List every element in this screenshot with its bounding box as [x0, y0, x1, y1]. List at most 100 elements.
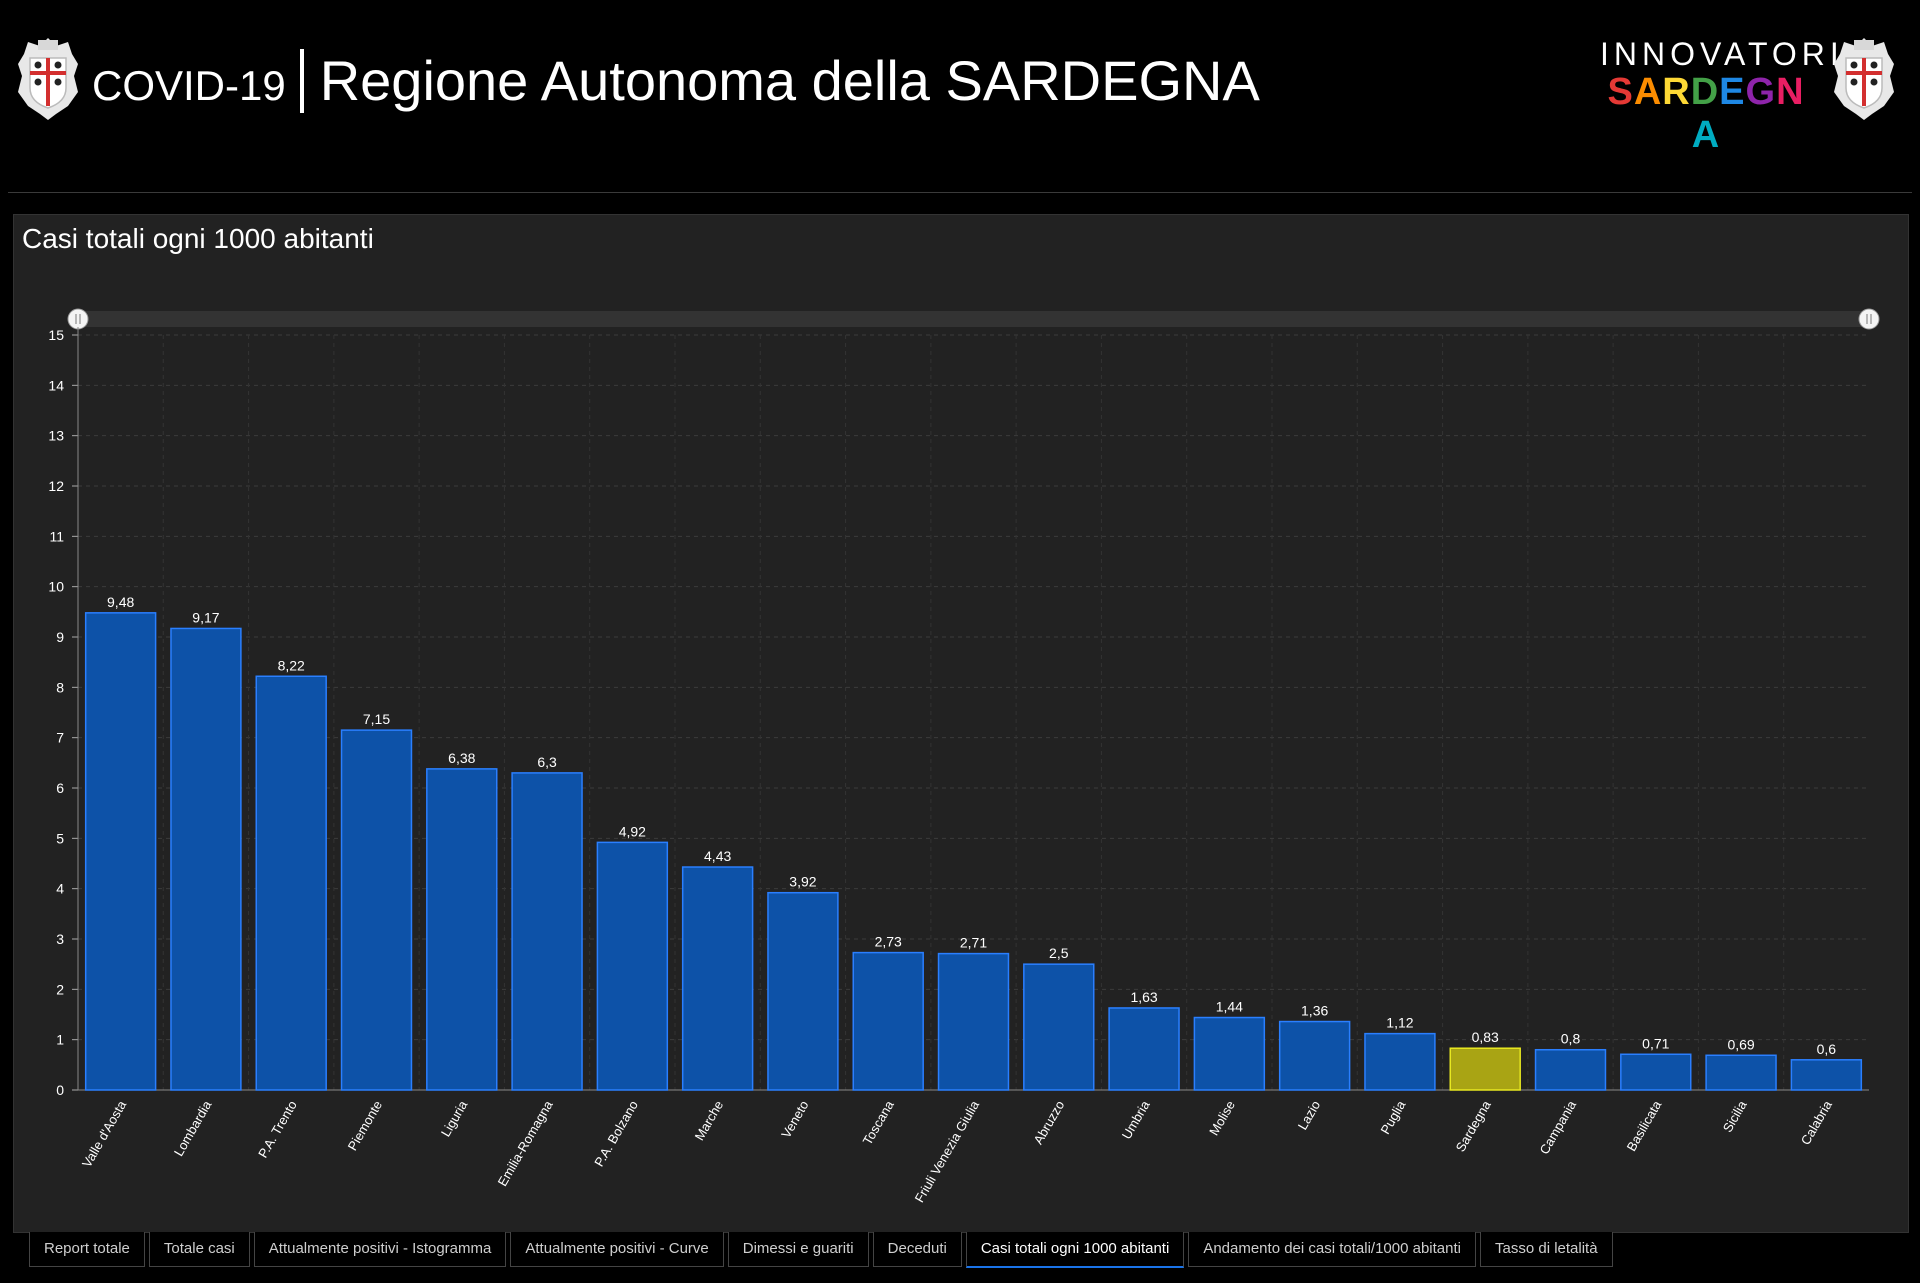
- data-label: 0,8: [1561, 1031, 1581, 1047]
- y-tick-label: 14: [48, 377, 64, 393]
- tab-casi-totali-ogni-1000-abitanti[interactable]: Casi totali ogni 1000 abitanti: [965, 1232, 1185, 1268]
- range-slider-track: [78, 311, 1869, 327]
- brand-letter: A: [1691, 114, 1721, 156]
- tab-deceduti[interactable]: Deceduti: [872, 1232, 962, 1267]
- bar-campania[interactable]: [1534, 1048, 1607, 1091]
- bar-valle-d-aosta[interactable]: [84, 612, 157, 1091]
- x-tick-label: Sardegna: [1453, 1097, 1495, 1154]
- brand-letter: D: [1690, 71, 1720, 113]
- title-divider: [299, 48, 304, 113]
- y-tick-label: 6: [56, 780, 64, 796]
- y-tick-label: 2: [56, 981, 64, 997]
- tab-attualmente-positivi-curve[interactable]: Attualmente positivi - Curve: [510, 1232, 724, 1267]
- x-tick-label: Basilicata: [1624, 1097, 1665, 1153]
- y-tick-label: 13: [48, 428, 64, 444]
- bar-abruzzo[interactable]: [1023, 963, 1095, 1091]
- x-tick-label: Valle d'Aosta: [79, 1097, 130, 1170]
- x-tick-label: Molise: [1206, 1098, 1238, 1138]
- page-title: COVID-19 Regione Autonoma della SARDEGNA: [92, 48, 1260, 113]
- brand-letter: N: [1776, 71, 1805, 113]
- data-label: 2,73: [875, 934, 902, 950]
- bar-liguria[interactable]: [426, 768, 498, 1091]
- data-label: 4,92: [619, 823, 646, 839]
- tab-attualmente-positivi-istogramma[interactable]: Attualmente positivi - Istogramma: [253, 1232, 507, 1267]
- title-region: Regione Autonoma della SARDEGNA: [319, 49, 1260, 112]
- x-tick-label: Lazio: [1295, 1098, 1324, 1132]
- y-tick-label: 5: [56, 830, 64, 846]
- range-slider-start-handle[interactable]: [67, 308, 89, 330]
- tab-bar: Report totale Totale casi Attualmente posi…: [29, 1232, 1613, 1268]
- bar-friuli-venezia-giulia[interactable]: [937, 952, 1010, 1091]
- chart-title: Casi totali ogni 1000 abitanti: [22, 223, 374, 254]
- brand-letter: R: [1662, 71, 1691, 113]
- tab-dimessi-e-guariti[interactable]: Dimessi e guariti: [727, 1232, 869, 1267]
- brand-letter: A: [1633, 71, 1663, 113]
- bar-lazio[interactable]: [1278, 1020, 1351, 1091]
- bar-puglia[interactable]: [1364, 1032, 1436, 1091]
- sardinia-coat-of-arms-icon: [18, 38, 78, 120]
- y-tick-label: 8: [56, 679, 64, 695]
- x-tick-label: Calabria: [1798, 1097, 1836, 1147]
- brand-bottom-text: SARDEGNA: [1600, 71, 1812, 157]
- brand-letter: G: [1745, 71, 1777, 113]
- bar-marche[interactable]: [681, 866, 754, 1091]
- bar-piemonte[interactable]: [340, 729, 413, 1091]
- x-tick-label: Emilia-Romagna: [495, 1097, 556, 1188]
- tab-andamento-dei-casi-totali-1000-abitanti[interactable]: Andamento dei casi totali/1000 abitanti: [1188, 1232, 1476, 1267]
- data-label: 9,17: [192, 609, 219, 625]
- tab-totale-casi[interactable]: Totale casi: [148, 1232, 250, 1267]
- y-tick-label: 11: [49, 528, 64, 544]
- x-tick-label: Friuli Venezia Giulia: [912, 1097, 983, 1205]
- x-tick-label: Liguria: [438, 1097, 471, 1139]
- bar-lombardia[interactable]: [170, 627, 242, 1091]
- x-tick-label: Piemonte: [345, 1098, 385, 1153]
- bar-p-a-trento[interactable]: [255, 675, 327, 1091]
- y-tick-label: 10: [48, 579, 64, 595]
- bar-basilicata[interactable]: [1620, 1053, 1692, 1091]
- data-label: 8,22: [278, 657, 305, 673]
- x-tick-label: Campania: [1536, 1097, 1579, 1156]
- innovatori-sardegna-logo: INNOVATORI SARDEGNA: [1600, 36, 1844, 157]
- bar-emilia-romagna[interactable]: [511, 772, 583, 1091]
- x-tick-label: P.A. Trento: [255, 1098, 300, 1160]
- data-label: 1,12: [1386, 1015, 1413, 1031]
- x-tick-label: Veneto: [778, 1098, 811, 1141]
- y-tick-label: 0: [56, 1082, 64, 1098]
- y-tick-label: 3: [56, 931, 64, 947]
- bar-p-a-bolzano[interactable]: [596, 841, 669, 1091]
- y-tick-label: 4: [56, 881, 64, 897]
- tab-tasso-di-letalit[interactable]: Tasso di letalità: [1480, 1232, 1613, 1267]
- bar-umbria[interactable]: [1108, 1007, 1180, 1091]
- data-label: 6,38: [448, 750, 475, 766]
- data-label: 3,92: [789, 874, 816, 890]
- tab-report-totale[interactable]: Report totale: [29, 1232, 145, 1267]
- data-label: 9,48: [107, 594, 134, 610]
- data-label: 1,63: [1130, 989, 1157, 1005]
- data-label: 2,5: [1049, 945, 1069, 961]
- x-tick-label: Puglia: [1377, 1097, 1408, 1136]
- x-tick-label: Umbria: [1119, 1097, 1153, 1141]
- data-label: 2,71: [960, 935, 987, 951]
- data-label: 7,15: [363, 711, 390, 727]
- x-tick-label: Abruzzo: [1031, 1098, 1068, 1147]
- bar-calabria[interactable]: [1790, 1059, 1863, 1091]
- y-tick-label: 12: [48, 478, 64, 494]
- sardinia-coat-of-arms-icon: [1834, 38, 1894, 120]
- x-tick-label: Sicilia: [1720, 1097, 1750, 1135]
- data-label: 0,83: [1472, 1029, 1499, 1045]
- data-label: 1,44: [1216, 999, 1243, 1015]
- bar-sicilia[interactable]: [1705, 1054, 1777, 1091]
- bar-veneto[interactable]: [767, 891, 839, 1091]
- x-tick-label: Lombardia: [171, 1097, 215, 1158]
- data-label: 0,69: [1727, 1036, 1754, 1052]
- bar-sardegna[interactable]: [1449, 1047, 1521, 1091]
- data-label: 1,36: [1301, 1003, 1328, 1019]
- data-label: 0,71: [1642, 1035, 1669, 1051]
- bar-molise[interactable]: [1193, 1016, 1266, 1091]
- range-slider-end-handle[interactable]: [1858, 308, 1880, 330]
- bar-toscana[interactable]: [852, 951, 924, 1091]
- brand-top-text: INNOVATORI: [1600, 36, 1844, 72]
- x-tick-label: P.A. Bolzano: [591, 1098, 641, 1169]
